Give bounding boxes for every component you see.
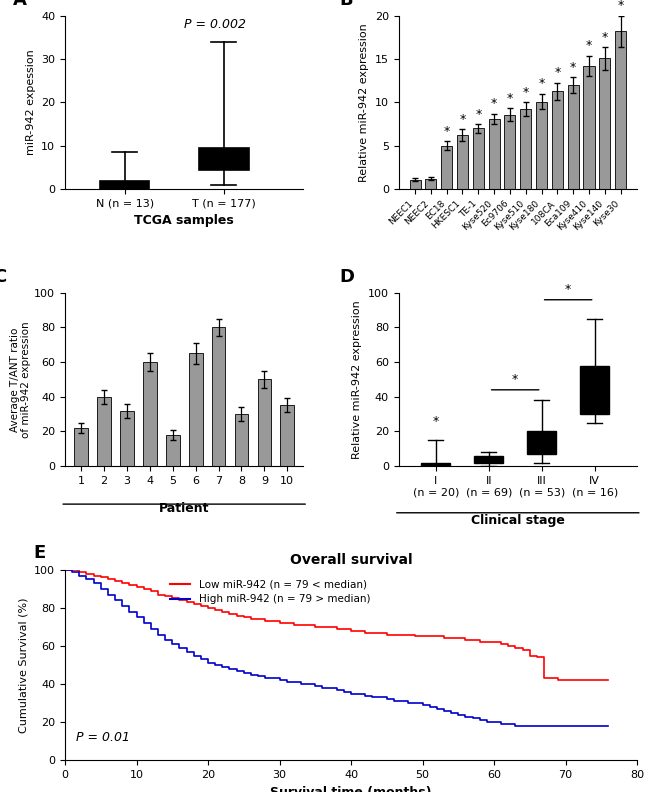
Bar xyxy=(473,128,484,189)
Y-axis label: miR-942 expession: miR-942 expession xyxy=(25,50,36,155)
Text: *: * xyxy=(512,373,518,386)
Bar xyxy=(520,109,531,189)
X-axis label: TCGA samples: TCGA samples xyxy=(135,215,234,227)
PathPatch shape xyxy=(474,456,503,463)
Text: D: D xyxy=(339,268,354,287)
Bar xyxy=(257,379,271,466)
Y-axis label: Cumulative Survival (%): Cumulative Survival (%) xyxy=(19,597,29,733)
Bar xyxy=(188,353,203,466)
Text: *: * xyxy=(602,31,608,44)
Bar xyxy=(143,362,157,466)
Text: *: * xyxy=(570,61,577,74)
Text: *: * xyxy=(443,125,450,138)
Text: *: * xyxy=(460,112,465,126)
Bar xyxy=(74,428,88,466)
Text: *: * xyxy=(538,78,545,90)
Text: *: * xyxy=(433,415,439,428)
Bar xyxy=(536,101,547,189)
Bar xyxy=(235,414,248,466)
Bar xyxy=(584,66,595,189)
Text: *: * xyxy=(475,108,482,120)
X-axis label: Patient: Patient xyxy=(159,502,209,516)
Y-axis label: Relative miR-942 expression: Relative miR-942 expression xyxy=(359,23,369,182)
Text: *: * xyxy=(554,66,560,79)
PathPatch shape xyxy=(580,366,609,414)
Text: *: * xyxy=(507,92,513,105)
Bar xyxy=(567,85,578,189)
Bar xyxy=(212,327,226,466)
Bar xyxy=(489,119,500,189)
Y-axis label: Relative miR-942 expression: Relative miR-942 expression xyxy=(352,300,363,459)
Text: *: * xyxy=(523,86,529,99)
Bar xyxy=(425,179,436,189)
Text: *: * xyxy=(586,40,592,52)
Bar xyxy=(552,91,563,189)
X-axis label: Survival time (months): Survival time (months) xyxy=(270,786,432,792)
Bar xyxy=(457,135,468,189)
Bar xyxy=(97,397,111,466)
Text: P = 0.01: P = 0.01 xyxy=(77,731,131,744)
Bar xyxy=(441,146,452,189)
Bar xyxy=(504,115,515,189)
Bar xyxy=(280,406,294,466)
PathPatch shape xyxy=(99,181,150,188)
PathPatch shape xyxy=(421,463,450,466)
Bar xyxy=(410,180,421,189)
Bar xyxy=(599,59,610,189)
Text: *: * xyxy=(491,97,497,110)
Text: P = 0.002: P = 0.002 xyxy=(184,18,246,31)
Bar xyxy=(166,435,179,466)
Text: A: A xyxy=(12,0,27,10)
Text: B: B xyxy=(339,0,353,10)
Title: Overall survival: Overall survival xyxy=(290,554,412,567)
Bar xyxy=(615,32,626,189)
Y-axis label: Average T/ANT ratio
of miR-942 expression: Average T/ANT ratio of miR-942 expressio… xyxy=(10,321,31,438)
Text: *: * xyxy=(565,284,571,296)
Text: E: E xyxy=(34,544,46,562)
X-axis label: Clinical stage: Clinical stage xyxy=(471,514,565,527)
Text: C: C xyxy=(0,268,6,287)
Text: *: * xyxy=(618,0,624,13)
Bar xyxy=(120,410,134,466)
PathPatch shape xyxy=(199,148,249,169)
Legend: Low miR-942 (n = 79 < median), High miR-942 (n = 79 > median): Low miR-942 (n = 79 < median), High miR-… xyxy=(165,575,374,608)
PathPatch shape xyxy=(527,432,556,454)
